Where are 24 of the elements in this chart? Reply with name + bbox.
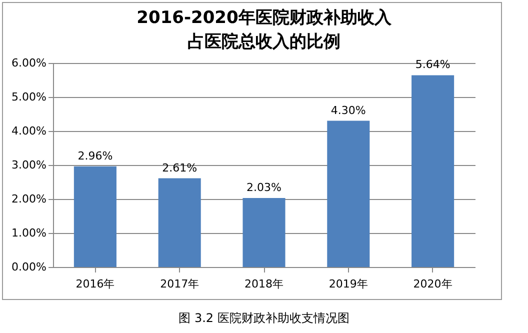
data-label: 2.03% [246,180,282,194]
data-label: 2.96% [78,149,113,162]
y-tick-label: 2.00% [12,192,46,206]
x-tick-label: 2020年 [413,278,452,290]
y-tick-label: 5.00% [12,90,46,104]
x-tick-label: 2017年 [160,278,200,290]
bar [74,166,116,267]
data-label: 5.64% [415,58,450,72]
chart-title: 2016-2020年医院财政补助收入占医院总收入的比例 [136,8,392,52]
bar [158,178,201,267]
y-tick-label: 6.00% [12,56,46,70]
x-tick-label: 2016年 [76,278,115,290]
y-tick-label: 1.00% [12,226,46,240]
y-tick-label: 3.00% [12,158,46,172]
x-tick-label: 2019年 [328,278,368,290]
bar [327,120,370,267]
bar [412,75,454,267]
data-label: 2.61% [162,161,198,174]
bar [242,198,286,267]
y-tick-label: 0.00% [12,260,46,274]
y-tick-label: 4.00% [12,124,46,138]
x-tick-label: 2018年 [244,278,284,290]
data-label: 4.30% [330,104,366,117]
caption: 图 3.2 医院财政补助收支情况图 [178,310,350,327]
